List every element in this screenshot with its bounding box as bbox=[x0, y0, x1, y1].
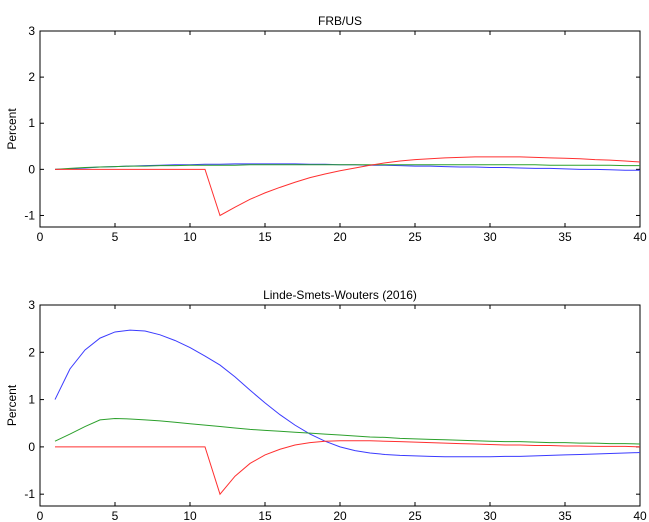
x-tick-label: 10 bbox=[183, 230, 197, 244]
x-tick-label: 40 bbox=[633, 509, 647, 522]
series-line-2 bbox=[55, 156, 641, 217]
x-tick-label: 15 bbox=[258, 230, 272, 244]
y-tick-label: -1 bbox=[24, 208, 35, 222]
y-axis-label: Percent bbox=[5, 108, 19, 150]
y-tick-label: 2 bbox=[28, 345, 35, 359]
y-tick-label: 3 bbox=[28, 24, 35, 38]
plot-frame bbox=[39, 304, 641, 507]
x-tick-label: 25 bbox=[408, 230, 422, 244]
x-tick-label: 35 bbox=[558, 230, 572, 244]
x-tick-label: 40 bbox=[633, 230, 647, 244]
x-tick-label: 30 bbox=[483, 230, 497, 244]
y-tick-label: 0 bbox=[28, 440, 35, 454]
y-tick-label: 1 bbox=[28, 116, 35, 130]
chart-title: Linde-Smets-Wouters (2016) bbox=[263, 288, 417, 302]
x-tick-label: 15 bbox=[258, 509, 272, 522]
series-line-2 bbox=[55, 440, 641, 496]
plot-frame bbox=[39, 30, 641, 228]
x-tick-label: 10 bbox=[183, 509, 197, 522]
y-tick-label: 2 bbox=[28, 70, 35, 84]
y-tick-label: -1 bbox=[24, 487, 35, 501]
y-axis-label: Percent bbox=[5, 384, 19, 426]
chart-title: FRB/US bbox=[318, 14, 362, 28]
x-tick-label: 0 bbox=[37, 230, 44, 244]
x-tick-label: 30 bbox=[483, 509, 497, 522]
x-tick-label: 5 bbox=[112, 509, 119, 522]
y-tick-label: 1 bbox=[28, 393, 35, 407]
series-line-1 bbox=[54, 164, 640, 170]
series-line-1 bbox=[54, 418, 641, 445]
x-tick-label: 5 bbox=[112, 230, 119, 244]
x-tick-label: 0 bbox=[37, 509, 44, 522]
series-line-0 bbox=[54, 329, 641, 458]
y-tick-label: 3 bbox=[28, 298, 35, 312]
x-tick-label: 20 bbox=[333, 509, 347, 522]
x-tick-label: 35 bbox=[558, 509, 572, 522]
x-tick-label: 25 bbox=[408, 509, 422, 522]
y-tick-label: 0 bbox=[28, 162, 35, 176]
x-tick-label: 20 bbox=[333, 230, 347, 244]
